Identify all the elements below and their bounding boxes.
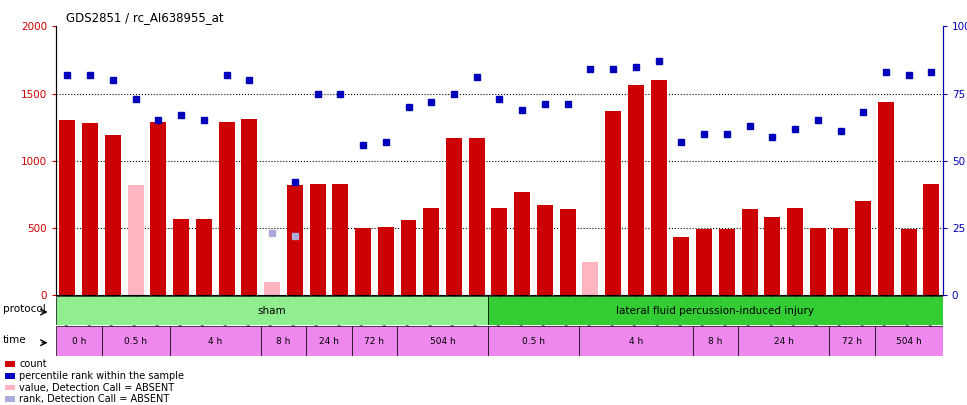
Bar: [242, 119, 257, 295]
Bar: [5, 396, 15, 402]
Bar: [833, 228, 848, 295]
Bar: [491, 208, 508, 295]
Bar: [446, 138, 462, 295]
Bar: [128, 185, 144, 295]
Bar: [809, 228, 826, 295]
Bar: [651, 80, 666, 295]
Text: 0.5 h: 0.5 h: [522, 337, 545, 346]
Bar: [488, 326, 579, 356]
Bar: [5, 373, 15, 379]
Bar: [355, 228, 371, 295]
Text: 72 h: 72 h: [365, 337, 385, 346]
Bar: [582, 262, 599, 295]
Text: 0.5 h: 0.5 h: [124, 337, 147, 346]
Bar: [60, 120, 75, 295]
Bar: [287, 185, 303, 295]
Text: 4 h: 4 h: [208, 337, 222, 346]
Text: 24 h: 24 h: [774, 337, 794, 346]
Bar: [5, 361, 15, 367]
Text: 0 h: 0 h: [72, 337, 86, 346]
Bar: [469, 138, 484, 295]
Text: 504 h: 504 h: [895, 337, 922, 346]
Bar: [333, 183, 348, 295]
Bar: [82, 123, 98, 295]
Bar: [901, 229, 917, 295]
Text: 8 h: 8 h: [708, 337, 722, 346]
Bar: [307, 326, 352, 356]
Bar: [173, 219, 190, 295]
Bar: [400, 220, 417, 295]
Bar: [488, 296, 943, 325]
Text: count: count: [19, 359, 47, 369]
Text: 72 h: 72 h: [842, 337, 862, 346]
Bar: [170, 326, 261, 356]
Bar: [352, 326, 397, 356]
Bar: [764, 217, 780, 295]
Bar: [787, 208, 803, 295]
Text: 8 h: 8 h: [277, 337, 291, 346]
Text: time: time: [3, 335, 26, 345]
Bar: [378, 227, 394, 295]
Bar: [56, 296, 488, 325]
Bar: [261, 326, 307, 356]
Bar: [605, 111, 621, 295]
Bar: [151, 122, 166, 295]
Bar: [742, 209, 757, 295]
Bar: [855, 201, 871, 295]
Text: 504 h: 504 h: [429, 337, 455, 346]
Bar: [5, 385, 15, 390]
Bar: [628, 85, 644, 295]
Bar: [718, 229, 735, 295]
Text: 24 h: 24 h: [319, 337, 338, 346]
Text: protocol: protocol: [3, 304, 45, 314]
Bar: [102, 326, 170, 356]
Bar: [397, 326, 488, 356]
Text: lateral fluid percussion-induced injury: lateral fluid percussion-induced injury: [616, 306, 814, 315]
Bar: [309, 183, 326, 295]
Bar: [673, 237, 689, 295]
Bar: [537, 205, 553, 295]
Bar: [923, 183, 939, 295]
Bar: [424, 208, 439, 295]
Bar: [219, 122, 235, 295]
Text: rank, Detection Call = ABSENT: rank, Detection Call = ABSENT: [19, 394, 169, 404]
Bar: [692, 326, 738, 356]
Bar: [874, 326, 943, 356]
Bar: [560, 209, 575, 295]
Bar: [829, 326, 874, 356]
Text: GDS2851 / rc_AI638955_at: GDS2851 / rc_AI638955_at: [66, 11, 223, 24]
Text: percentile rank within the sample: percentile rank within the sample: [19, 371, 185, 381]
Bar: [579, 326, 692, 356]
Bar: [514, 192, 530, 295]
Bar: [196, 219, 212, 295]
Bar: [105, 135, 121, 295]
Bar: [738, 326, 829, 356]
Bar: [696, 229, 712, 295]
Text: sham: sham: [258, 306, 286, 315]
Text: value, Detection Call = ABSENT: value, Detection Call = ABSENT: [19, 383, 174, 392]
Bar: [264, 282, 280, 295]
Bar: [56, 326, 102, 356]
Bar: [878, 102, 894, 295]
Text: 4 h: 4 h: [629, 337, 643, 346]
